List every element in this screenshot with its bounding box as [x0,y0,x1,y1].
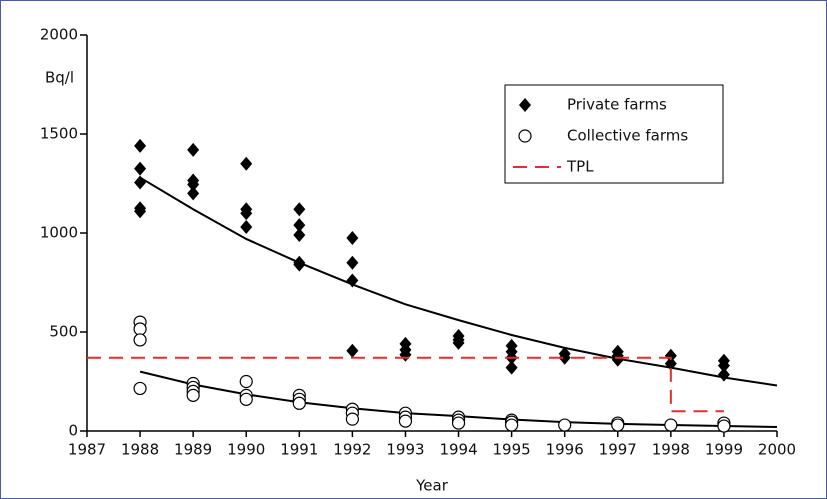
legend-swatch [519,98,531,112]
diamond-point [293,227,306,242]
circle-point [505,418,519,432]
x-tick-label: 2000 [758,441,796,459]
diamond-point [240,156,253,171]
y-tick-label: 1000 [40,224,78,242]
diamond-point [346,230,359,245]
circle-point [133,333,147,347]
circle-point [292,396,306,410]
circle-point [398,414,413,428]
circle-point [717,419,731,433]
circle-point [345,412,359,426]
x-tick-label: 1990 [227,441,265,459]
y-tick-label: 500 [49,323,78,341]
x-tick-label: 1991 [280,441,318,459]
diamond-point [293,218,306,233]
diamond-point [452,335,465,350]
circle-point [558,418,572,432]
legend-label: Collective farms [567,127,688,145]
diamond-point [664,356,677,371]
legend-label: Private farms [567,96,667,114]
circle-point [133,381,147,396]
diamond-point [240,206,253,221]
diamond-point [717,367,730,382]
x-tick-label: 1999 [705,441,743,459]
diamond-point [505,360,518,375]
y-tick-label: 1500 [40,125,78,143]
diamond-point [293,257,306,272]
x-tick-label: 1994 [439,441,477,459]
x-axis-label: Year [415,477,449,495]
diamond-point [664,348,677,363]
circle-point [239,392,253,406]
diamond-point [346,273,359,288]
diamond-point [717,358,730,373]
x-tick-label: 1995 [493,441,531,459]
x-tick-label: 1992 [333,441,371,459]
x-tick-label: 1996 [546,441,584,459]
trend-line [139,176,778,387]
diamond-point [611,352,624,367]
legend-swatch [518,129,532,143]
x-tick-label: 1997 [599,441,637,459]
diamond-point [346,343,359,358]
x-tick-label: 1987 [68,441,106,459]
x-tick-label: 1988 [121,441,159,459]
diamond-point [134,161,147,176]
y-tick-label: 2000 [40,26,78,44]
diamond-point [187,186,200,201]
diamond-point [293,202,306,217]
circle-point [186,388,200,402]
x-tick-label: 1989 [174,441,212,459]
diamond-point [187,142,200,157]
diamond-point [134,138,147,153]
diamond-point [134,175,147,190]
circle-point [611,418,625,432]
diamond-point [134,204,147,219]
circle-point [133,322,147,336]
diamond-point [346,255,359,270]
legend-label: TPL [566,158,594,176]
circle-point [664,418,678,432]
x-tick-label: 1993 [386,441,424,459]
circle-point [239,374,253,389]
circle-point [451,416,466,430]
y-tick-label: 0 [68,422,78,440]
diamond-point [187,177,200,192]
diamond-point [558,350,571,365]
diamond-point [240,220,253,235]
x-tick-label: 1998 [652,441,690,459]
y-axis-label: Bq/l [45,69,74,87]
tpl-line [87,356,724,413]
